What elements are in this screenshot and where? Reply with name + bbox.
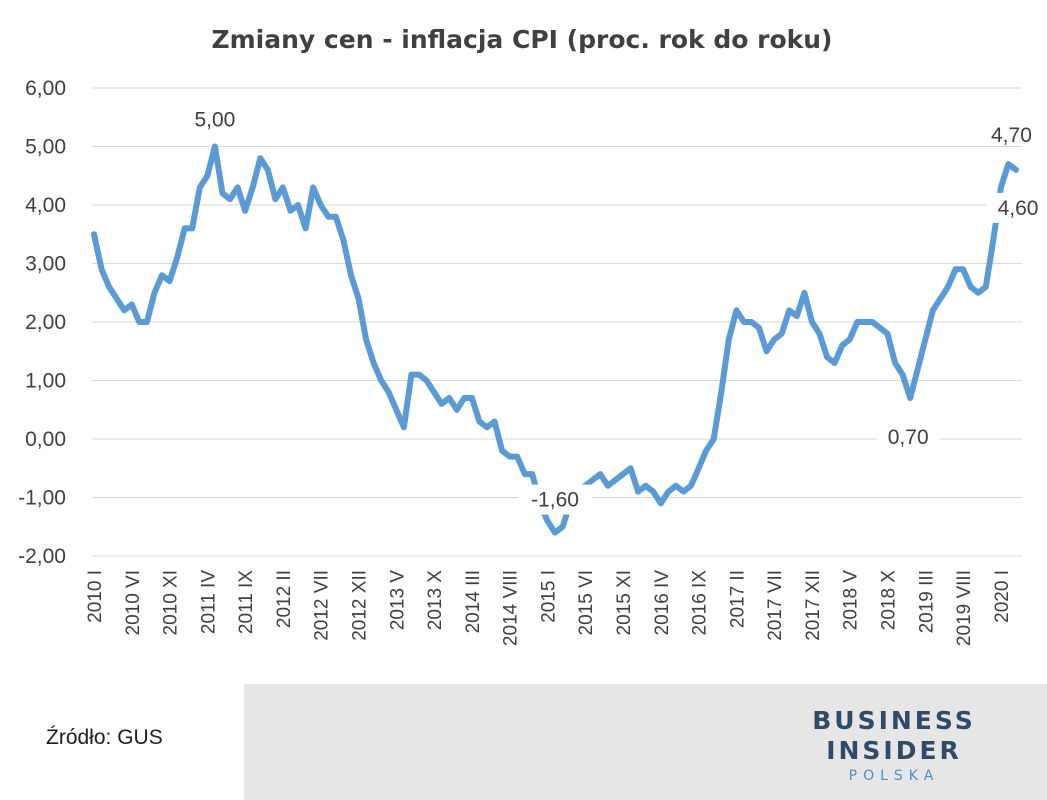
data-label-bg (987, 192, 1047, 223)
x-tick-label: 2013 X (425, 570, 446, 631)
x-tick-label: 2012 VII (312, 570, 333, 641)
series-line (91, 143, 1019, 536)
x-tick-label: 2015 VI (576, 570, 597, 636)
business-insider-logo: BUSINESS INSIDER POLSKA (804, 706, 984, 786)
x-tick-label: 2010 I (85, 570, 106, 623)
brand-line-3: POLSKA (848, 768, 940, 784)
y-tick-label: 1,00 (25, 370, 66, 393)
x-tick-label: 2012 II (274, 570, 295, 628)
x-tick-label: 2016 IX (690, 570, 711, 636)
x-tick-label: 2017 VII (765, 570, 786, 641)
data-labels: 5,00 -1,60 0,70 4,70 4,60 (194, 109, 1047, 515)
brand-line-1: BUSINESS (812, 706, 976, 735)
x-tick-label: 2013 V (387, 570, 408, 631)
x-tick-label: 2012 XII (350, 570, 371, 641)
data-label-bg (518, 484, 592, 515)
x-tick-label: 2010 XI (161, 570, 182, 636)
y-axis: 6,00 5,00 4,00 3,00 2,00 1,00 0,00 -1,00 -2,00 (18, 77, 66, 568)
x-tick-label: 2015 I (538, 570, 559, 623)
x-tick-label: 2019 III (916, 570, 937, 633)
brand-panel: BUSINESS INSIDER POLSKA (244, 684, 1047, 800)
source-note: Źródło: GUS (46, 726, 163, 749)
x-tick-label: 2016 IV (652, 570, 673, 636)
x-tick-label: 2017 XII (803, 570, 824, 641)
y-tick-label: 5,00 (25, 136, 66, 159)
y-tick-label: 2,00 (25, 311, 66, 334)
x-tick-label: 2018 X (879, 570, 900, 631)
x-tick-label: 2017 II (727, 570, 748, 628)
data-label-bg (877, 422, 940, 453)
x-tick-label: 2014 VIII (501, 570, 522, 646)
brand-line-2: INSIDER (826, 736, 962, 765)
y-tick-label: 3,00 (25, 253, 66, 276)
x-tick-label: 2019 VIII (954, 570, 975, 646)
data-label: -1,60 (531, 489, 579, 512)
data-label: 0,70 (888, 426, 929, 449)
x-tick-label: 2015 XI (614, 570, 635, 636)
x-tick-label: 2020 I (992, 570, 1013, 623)
data-label: 5,00 (194, 109, 235, 132)
x-tick-label: 2011 IV (198, 570, 219, 634)
data-label: 4,70 (991, 124, 1032, 147)
x-tick-label: 2014 III (463, 570, 484, 633)
y-tick-label: 4,00 (25, 194, 66, 217)
series-layer (91, 143, 1019, 536)
x-tick-label: 2011 IX (236, 570, 257, 634)
x-axis: 2010 I 2010 VI 2010 XI 2011 IV 2011 IX 2012 I… (85, 570, 1013, 646)
y-tick-label: -2,00 (18, 545, 66, 568)
data-label: 4,60 (998, 197, 1039, 220)
y-tick-label: 0,00 (25, 428, 66, 451)
x-tick-label: 2018 V (841, 570, 862, 631)
cpi-line-chart: Zmiany cen - inflacja CPI (proc. rok do … (18, 25, 1047, 647)
y-tick-label: -1,00 (18, 487, 66, 510)
chart-title: Zmiany cen - inflacja CPI (proc. rok do … (212, 25, 833, 54)
x-tick-label: 2010 VI (123, 570, 144, 636)
y-tick-label: 6,00 (25, 77, 66, 100)
